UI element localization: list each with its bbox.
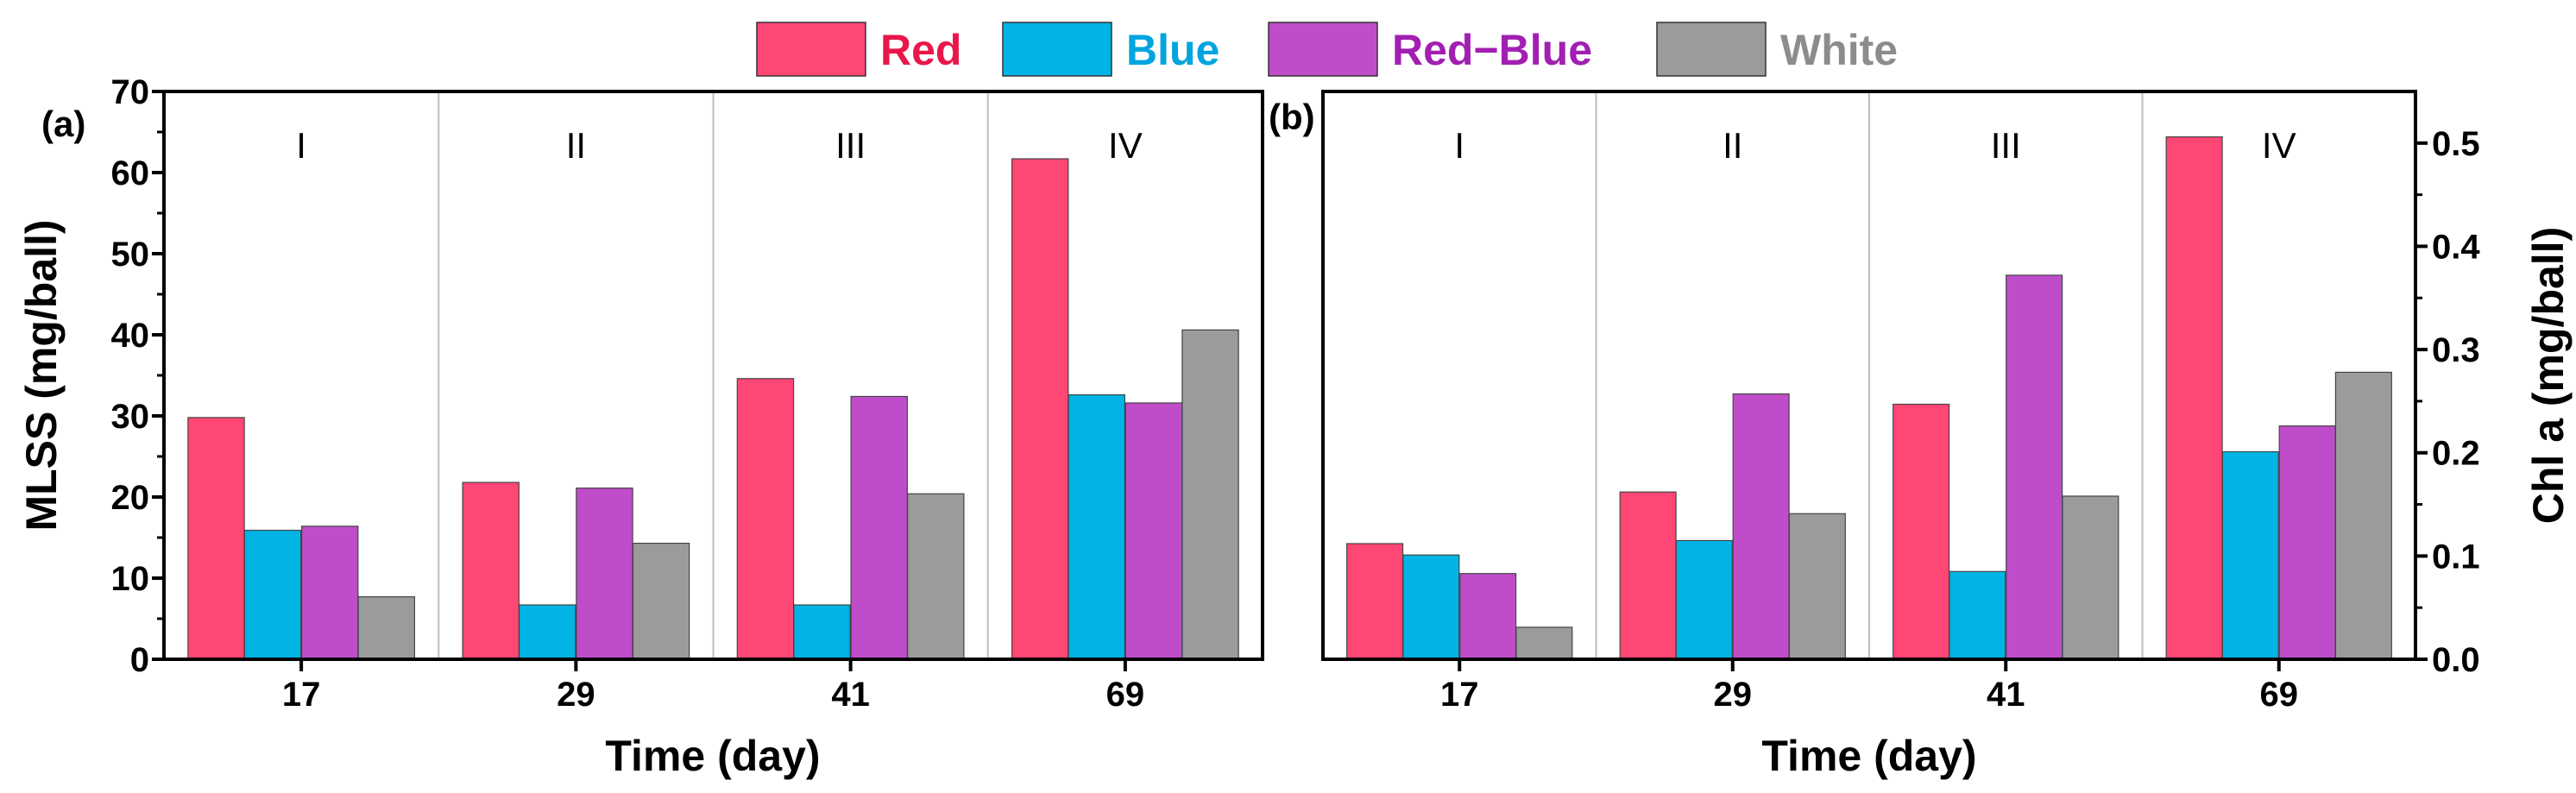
group-label: IV	[2262, 125, 2296, 166]
y-tick-label: 10	[111, 560, 150, 598]
y-tick-label: 40	[111, 317, 150, 355]
y-tick-label: 50	[111, 236, 150, 274]
bar-white-29	[632, 542, 690, 660]
x-axis-title: Time (day)	[1761, 732, 1976, 780]
group-label: III	[1991, 125, 2021, 166]
bar-blue-17	[243, 529, 302, 660]
bar-white-29	[1788, 513, 1846, 660]
y-tick-label: 0.1	[2432, 538, 2480, 576]
plot-frame	[1321, 90, 2417, 661]
bar-red-blue-69	[2278, 425, 2336, 660]
group-label: II	[1723, 125, 1742, 166]
bar-blue-29	[519, 604, 576, 660]
y-tick-label: 0.2	[2432, 435, 2480, 473]
y-tick-label: 30	[111, 398, 150, 436]
group-label: I	[296, 125, 306, 166]
y-axis-title: MLSS (mg/ball)	[17, 219, 66, 531]
bar-red-41	[1893, 403, 1950, 660]
x-tick-label: 29	[557, 676, 595, 714]
legend-swatch-white	[1656, 22, 1767, 77]
bar-blue-69	[2221, 450, 2279, 660]
legend-swatch-red	[756, 22, 866, 77]
group-label: III	[835, 125, 866, 166]
x-tick-label: 17	[1440, 676, 1479, 714]
panel-label: (b)	[1269, 97, 1315, 137]
bar-red-29	[1619, 491, 1677, 660]
legend-label-white: White	[1780, 26, 1898, 74]
y-tick-label: 0.4	[2432, 228, 2480, 266]
group-label: I	[1454, 125, 1464, 166]
x-tick-label: 29	[1714, 676, 1753, 714]
y-tick-label: 20	[111, 479, 150, 517]
bar-red-blue-69	[1124, 402, 1183, 660]
legend-label-red: Red	[880, 26, 961, 74]
bar-red-69	[1011, 158, 1069, 660]
x-tick-label: 69	[1106, 676, 1145, 714]
x-tick-label: 69	[2260, 676, 2299, 714]
bar-red-17	[187, 417, 245, 660]
bar-red-blue-29	[576, 488, 633, 660]
bar-red-41	[736, 378, 795, 660]
x-tick-label: 17	[282, 676, 321, 714]
bar-white-41	[2062, 495, 2119, 660]
y-tick-label: 60	[111, 154, 150, 192]
y-tick-label: 0	[130, 641, 149, 679]
legend-swatch-red-blue	[1268, 22, 1378, 77]
bar-white-69	[2334, 371, 2392, 660]
bar-white-17	[357, 596, 416, 660]
bar-blue-17	[1402, 554, 1460, 660]
legend-label-blue: Blue	[1126, 26, 1219, 74]
bar-red-blue-41	[850, 395, 908, 660]
bar-red-blue-17	[301, 526, 359, 660]
bar-red-blue-29	[1732, 393, 1790, 660]
bar-red-blue-41	[2006, 274, 2063, 660]
bar-white-17	[1515, 626, 1573, 660]
y-tick-label: 0.3	[2432, 331, 2480, 369]
legend-swatch-blue	[1002, 22, 1112, 77]
x-tick-label: 41	[831, 676, 870, 714]
x-tick-label: 41	[1987, 676, 2025, 714]
bar-white-41	[907, 493, 965, 660]
bar-blue-69	[1068, 393, 1125, 660]
y-tick-label: 0.5	[2432, 125, 2480, 163]
legend: Red Blue Red−Blue White	[756, 22, 1898, 77]
y-tick-label: 70	[111, 73, 150, 111]
bar-white-69	[1181, 329, 1239, 660]
bar-red-17	[1346, 543, 1404, 660]
legend-label-red-blue: Red−Blue	[1392, 26, 1592, 74]
y-tick-label: 0.0	[2432, 641, 2480, 679]
bar-blue-41	[1949, 570, 2006, 660]
bar-blue-41	[793, 604, 851, 660]
group-label: II	[566, 125, 586, 166]
panel-label: (a)	[41, 104, 85, 144]
bar-blue-29	[1675, 539, 1733, 660]
x-axis-title: Time (day)	[605, 732, 820, 780]
y-axis-title: Chl a (mg/ball)	[2524, 227, 2573, 524]
bar-red-69	[2165, 136, 2223, 660]
bar-red-blue-17	[1459, 573, 1517, 660]
group-label: IV	[1108, 125, 1143, 166]
bar-red-29	[462, 481, 520, 660]
